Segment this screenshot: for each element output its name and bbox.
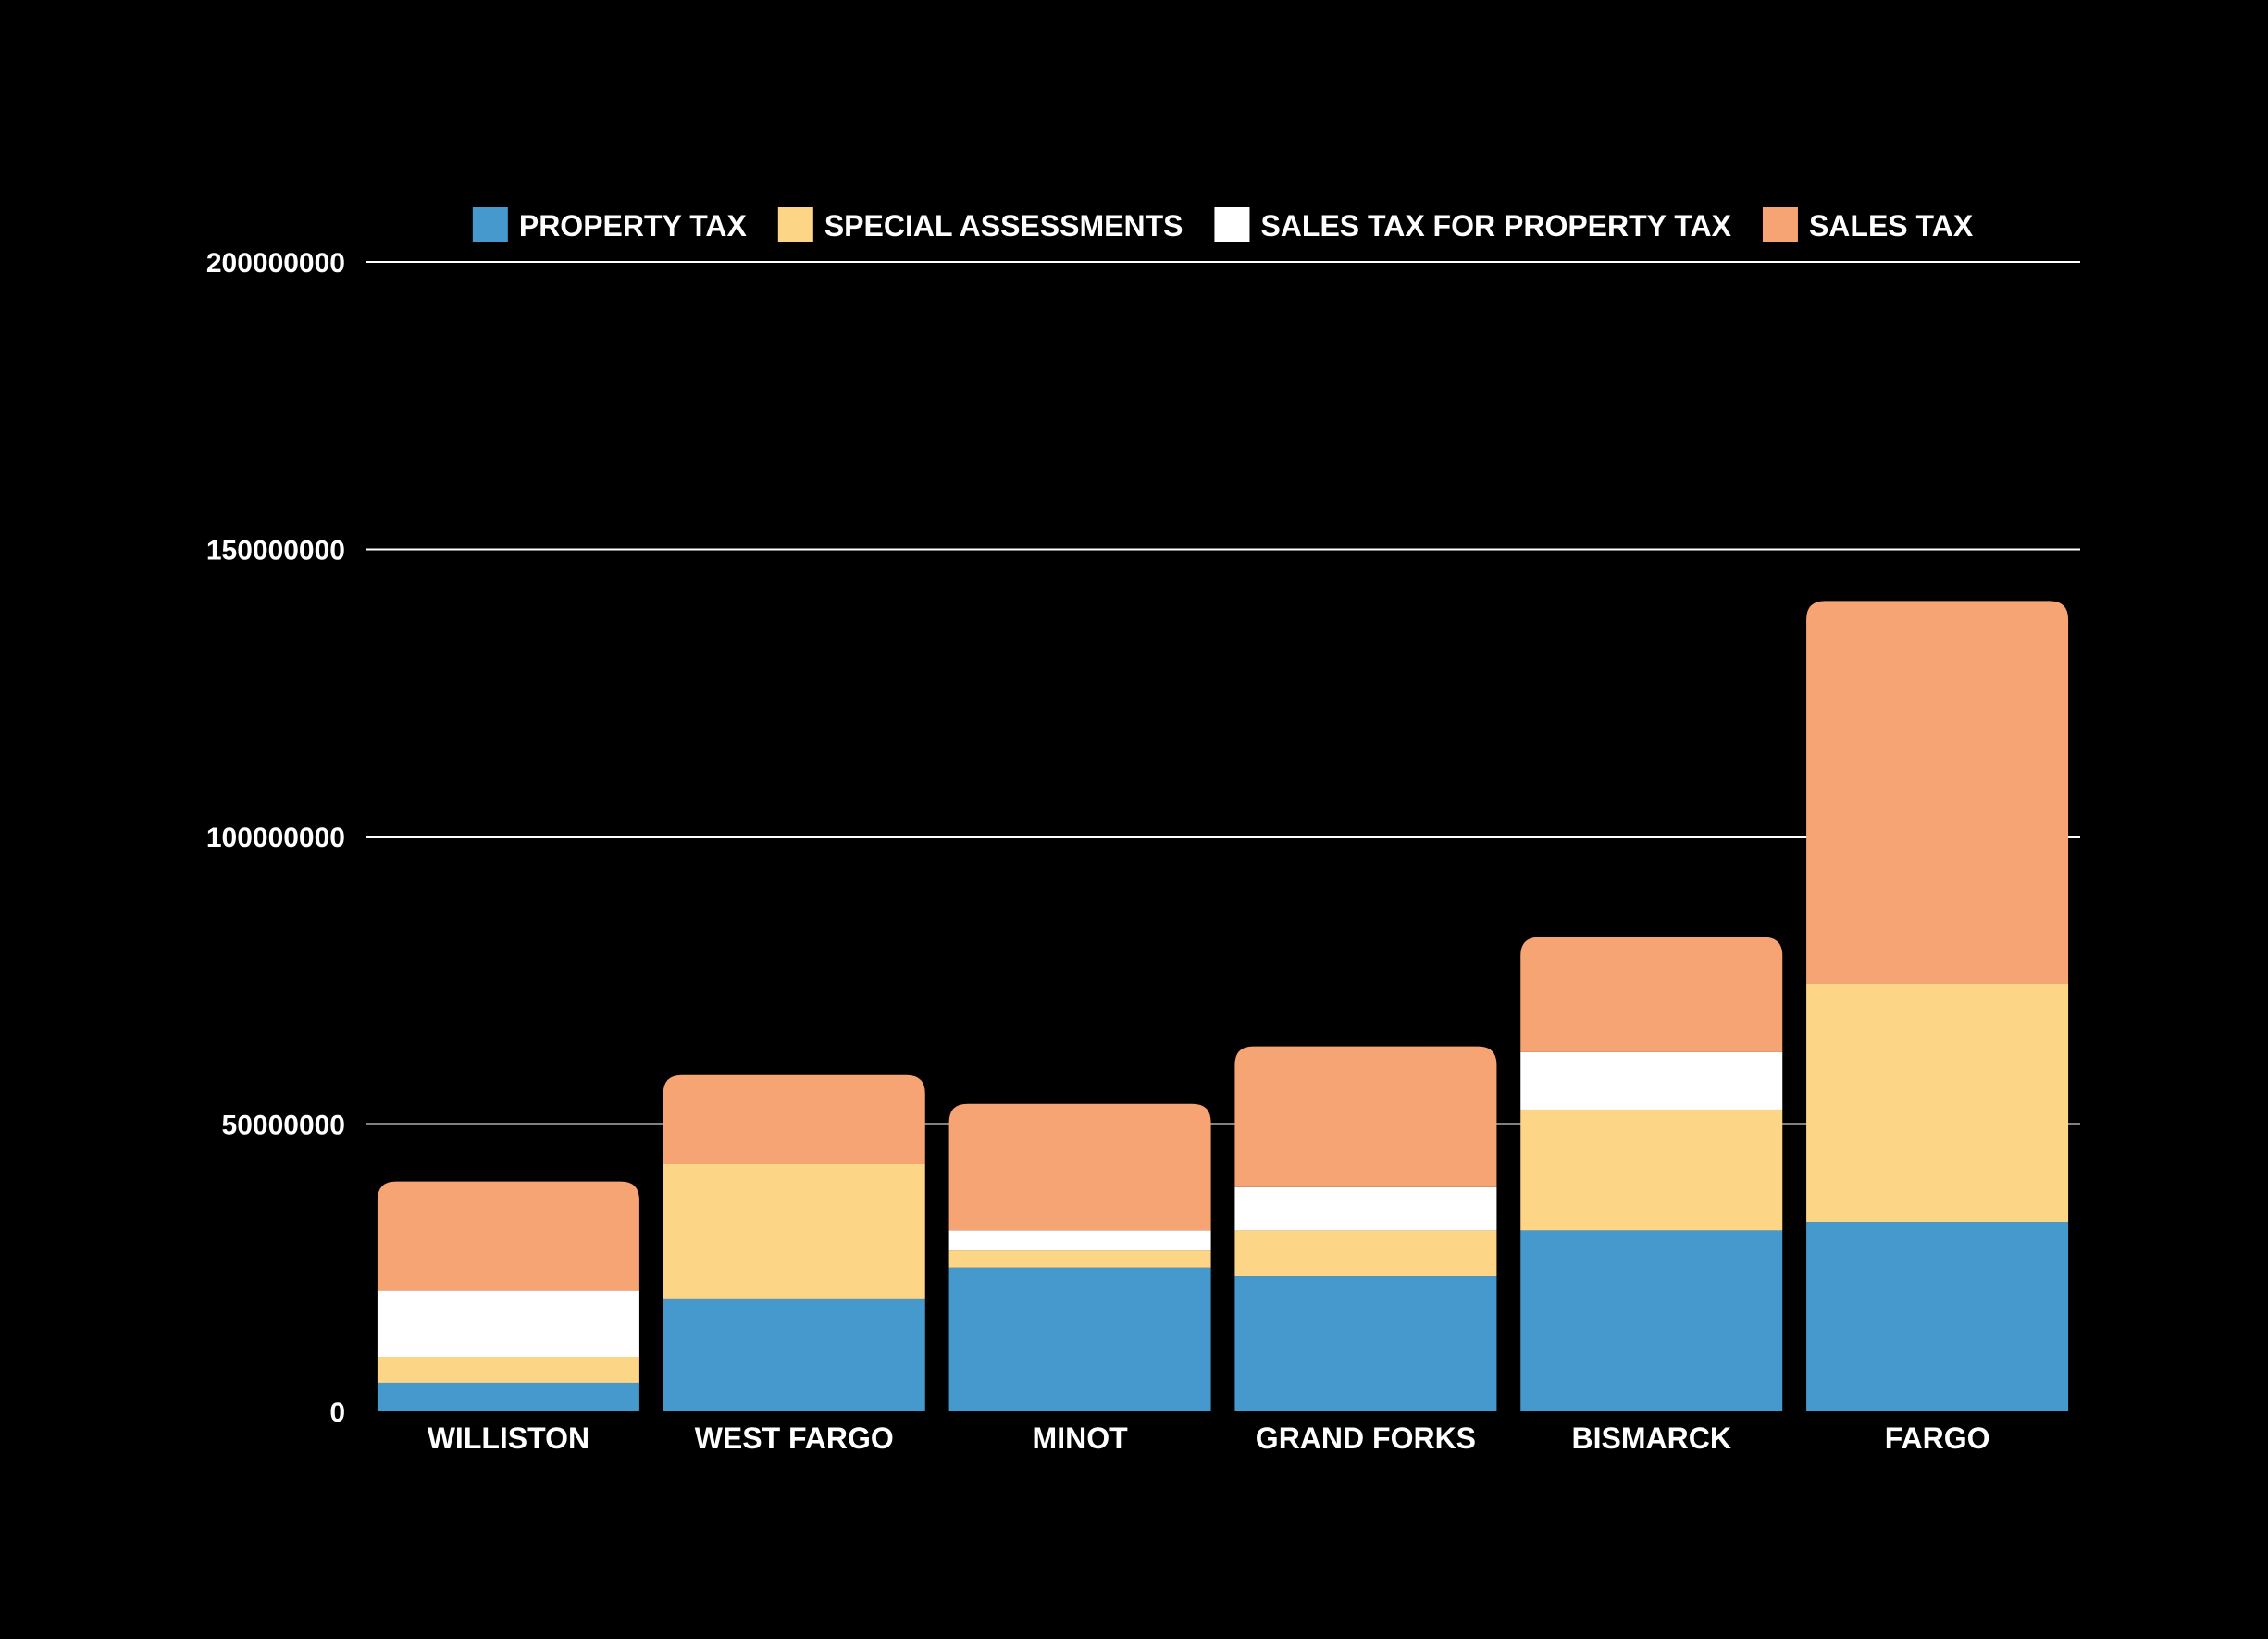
bar-segment-sales-tax: [663, 1074, 925, 1164]
y-tick-label: 50000000: [222, 1111, 345, 1141]
gridlines: [366, 261, 2080, 1125]
legend: PROPERTY TAX SPECIAL ASSESSMENTS SALES TAX…: [472, 207, 1974, 242]
x-tick-label: FARGO: [1885, 1422, 1990, 1455]
bar-segment-special-assessments: [1234, 1230, 1497, 1277]
bar-stack-minot: [948, 1103, 1211, 1411]
bar-stack-bismarck: [1520, 937, 1783, 1411]
legend-swatch-special-assessments: [777, 207, 813, 242]
bar-stack-grand-forks: [1234, 1046, 1497, 1411]
bar-segment-sales-tax: [1234, 1046, 1497, 1187]
bar-segment-sales-tax-for-property-tax: [1234, 1186, 1497, 1231]
y-tick-label: 100000000: [206, 823, 345, 853]
legend-label: PROPERTY TAX: [519, 209, 748, 242]
bars: [377, 601, 2069, 1411]
bar-segment-property-tax: [663, 1298, 925, 1411]
legend-label: SALES TAX: [1809, 209, 1974, 242]
legend-swatch-sales-tax: [1762, 207, 1798, 242]
bar-segment-property-tax: [1520, 1230, 1783, 1411]
bar-segment-property-tax: [377, 1382, 639, 1411]
legend-swatch-sales-tax-for-property-tax: [1214, 207, 1250, 242]
y-tick-label: 0: [329, 1397, 345, 1428]
bar-segment-sales-tax: [1520, 937, 1783, 1052]
legend-swatch-property-tax: [472, 207, 508, 242]
bar-segment-sales-tax: [1806, 601, 2069, 984]
bar-segment-property-tax: [948, 1267, 1211, 1411]
x-tick-label: WILLISTON: [428, 1422, 589, 1455]
bar-segment-sales-tax: [948, 1103, 1211, 1231]
x-axis-labels: WILLISTON WEST FARGO MINOT GRAND FORKS BISMA…: [428, 1422, 1990, 1455]
legend-label: SALES TAX FOR PROPERTY TAX: [1260, 209, 1731, 242]
bar-stack-fargo: [1806, 601, 2069, 1411]
x-tick-label: WEST FARGO: [695, 1422, 894, 1455]
bar-stack-west-fargo: [663, 1074, 925, 1411]
bar-segment-special-assessments: [948, 1250, 1211, 1268]
bar-stack-williston: [377, 1181, 639, 1411]
bar-segment-property-tax: [1806, 1222, 2069, 1411]
bar-segment-special-assessments: [663, 1163, 925, 1299]
bar-segment-sales-tax-for-property-tax: [1520, 1051, 1783, 1110]
bar-segment-special-assessments: [1806, 983, 2069, 1223]
bar-segment-sales-tax-for-property-tax: [377, 1290, 639, 1358]
y-tick-label: 200000000: [206, 248, 345, 279]
x-tick-label: BISMARCK: [1572, 1422, 1731, 1455]
bar-segment-special-assessments: [377, 1357, 639, 1383]
y-axis-ticks: 0 50000000 100000000 150000000 200000000: [206, 248, 345, 1428]
x-tick-label: GRAND FORKS: [1256, 1422, 1476, 1455]
legend-label: SPECIAL ASSESSMENTS: [824, 209, 1184, 242]
y-tick-label: 150000000: [206, 536, 345, 566]
bar-segment-sales-tax: [377, 1181, 639, 1291]
x-tick-label: MINOT: [1033, 1422, 1129, 1455]
bar-segment-sales-tax-for-property-tax: [948, 1230, 1211, 1251]
bar-segment-property-tax: [1234, 1276, 1497, 1411]
bar-segment-special-assessments: [1520, 1109, 1783, 1231]
